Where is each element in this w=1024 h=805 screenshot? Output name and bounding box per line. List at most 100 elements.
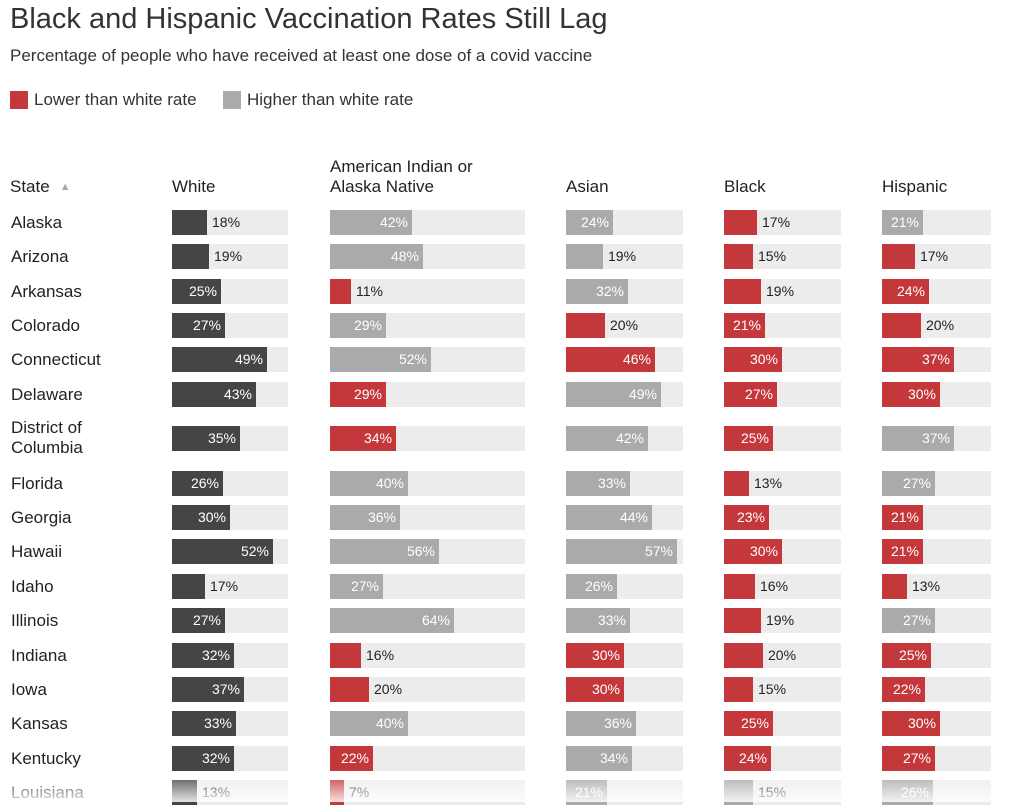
white-value-label: 43% (223, 386, 252, 402)
aian-value-label: 7% (349, 784, 370, 800)
aian-bar (330, 780, 344, 805)
aian-bar-track: 56% (330, 539, 525, 564)
hispanic-value-label: 20% (926, 317, 955, 333)
asian-value-label: 21% (574, 784, 603, 800)
asian-bar (566, 244, 603, 269)
hispanic-bar-track: 27% (882, 746, 991, 771)
state-label: Florida (11, 474, 63, 493)
asian-value-label: 57% (644, 543, 673, 559)
black-column-header[interactable]: Black (724, 177, 766, 196)
aian-bar-track: 34% (330, 426, 525, 451)
state-label: Connecticut (11, 350, 101, 369)
aian-bar (330, 210, 412, 235)
hispanic-bar-track: 21% (882, 505, 991, 530)
hispanic-bar-track: 24% (882, 279, 991, 304)
asian-bar (566, 608, 630, 633)
white-bar (172, 677, 244, 702)
asian-bar (566, 539, 677, 564)
black-bar (724, 347, 782, 372)
asian-bar-track: 34% (566, 746, 683, 771)
aian-bar-track: 22% (330, 746, 525, 771)
aian-value-label: 56% (406, 543, 435, 559)
asian-value-label: 33% (597, 475, 626, 491)
hispanic-bar (882, 539, 923, 564)
asian-bar-track: 20% (566, 313, 683, 338)
black-value-label: 20% (768, 647, 797, 663)
hispanic-bar-track: 21% (882, 210, 991, 235)
white-bar (172, 574, 205, 599)
white-value-label: 18% (212, 214, 241, 230)
white-value-label: 17% (210, 578, 239, 594)
black-value-label: 25% (740, 715, 769, 731)
legend-lower-label: Lower than white rate (34, 90, 197, 109)
asian-value-label: 24% (580, 214, 609, 230)
state-label: District of Columbia (11, 418, 83, 457)
white-bar (172, 382, 256, 407)
asian-bar-track: 44% (566, 505, 683, 530)
black-value-label: 25% (740, 430, 769, 446)
black-bar-track: 19% (724, 279, 841, 304)
white-bar (172, 210, 207, 235)
aian-bar-track: 27% (330, 574, 525, 599)
hispanic-bar-track: 27% (882, 608, 991, 633)
black-bar-track: 30% (724, 539, 841, 564)
asian-bar-track: 30% (566, 677, 683, 702)
hispanic-value-label: 21% (890, 214, 919, 230)
asian-bar (566, 279, 628, 304)
black-bar (724, 539, 782, 564)
black-bar (724, 574, 755, 599)
black-value-label: 30% (749, 351, 778, 367)
asian-bar-track: 33% (566, 608, 683, 633)
aian-bar-track: 7% (330, 780, 525, 805)
aian-bar (330, 279, 351, 304)
black-bar (724, 643, 763, 668)
white-bar (172, 244, 209, 269)
aian-bar (330, 505, 400, 530)
white-value-label: 30% (197, 509, 226, 525)
aian-value-label: 27% (350, 578, 379, 594)
aian-bar-track: 42% (330, 210, 525, 235)
asian-bar (566, 382, 661, 407)
black-bar (724, 279, 761, 304)
asian-bar-track: 36% (566, 711, 683, 736)
white-bar-track: 27% (172, 313, 288, 338)
hispanic-value-label: 30% (907, 386, 936, 402)
hispanic-value-label: 27% (902, 475, 931, 491)
hispanic-bar-track: 27% (882, 471, 991, 496)
asian-bar-track: 19% (566, 244, 683, 269)
asian-bar (566, 313, 605, 338)
white-bar (172, 505, 230, 530)
white-value-label: 35% (207, 430, 236, 446)
black-bar (724, 426, 773, 451)
hispanic-column-header[interactable]: Hispanic (882, 177, 948, 196)
white-value-label: 37% (211, 681, 240, 697)
white-bar (172, 746, 234, 771)
asian-bar (566, 347, 655, 372)
white-bar-track: 17% (172, 574, 288, 599)
black-bar (724, 244, 753, 269)
white-bar-track: 26% (172, 471, 288, 496)
hispanic-bar (882, 347, 954, 372)
state-column-header[interactable]: State ▲ (10, 177, 71, 197)
black-bar (724, 677, 753, 702)
asian-column-header[interactable]: Asian (566, 177, 609, 196)
white-bar (172, 608, 225, 633)
black-bar (724, 471, 749, 496)
white-column-header[interactable]: White (172, 177, 216, 196)
aian-value-label: 42% (379, 214, 408, 230)
white-bar-track: 25% (172, 279, 288, 304)
black-bar (724, 608, 761, 633)
white-value-label: 27% (192, 317, 221, 333)
state-label: Indiana (11, 646, 67, 665)
sort-up-icon[interactable]: ▲ (59, 181, 71, 193)
black-bar-track: 24% (724, 746, 841, 771)
aian-value-label: 40% (375, 715, 404, 731)
aian-column-header[interactable]: American Indian or Alaska Native (330, 157, 473, 196)
white-bar (172, 643, 234, 668)
black-value-label: 16% (760, 578, 789, 594)
black-bar (724, 746, 771, 771)
hispanic-bar (882, 210, 923, 235)
black-bar-track: 21% (724, 313, 841, 338)
chart-subtitle: Percentage of people who have received a… (10, 46, 593, 65)
black-value-label: 15% (758, 784, 787, 800)
